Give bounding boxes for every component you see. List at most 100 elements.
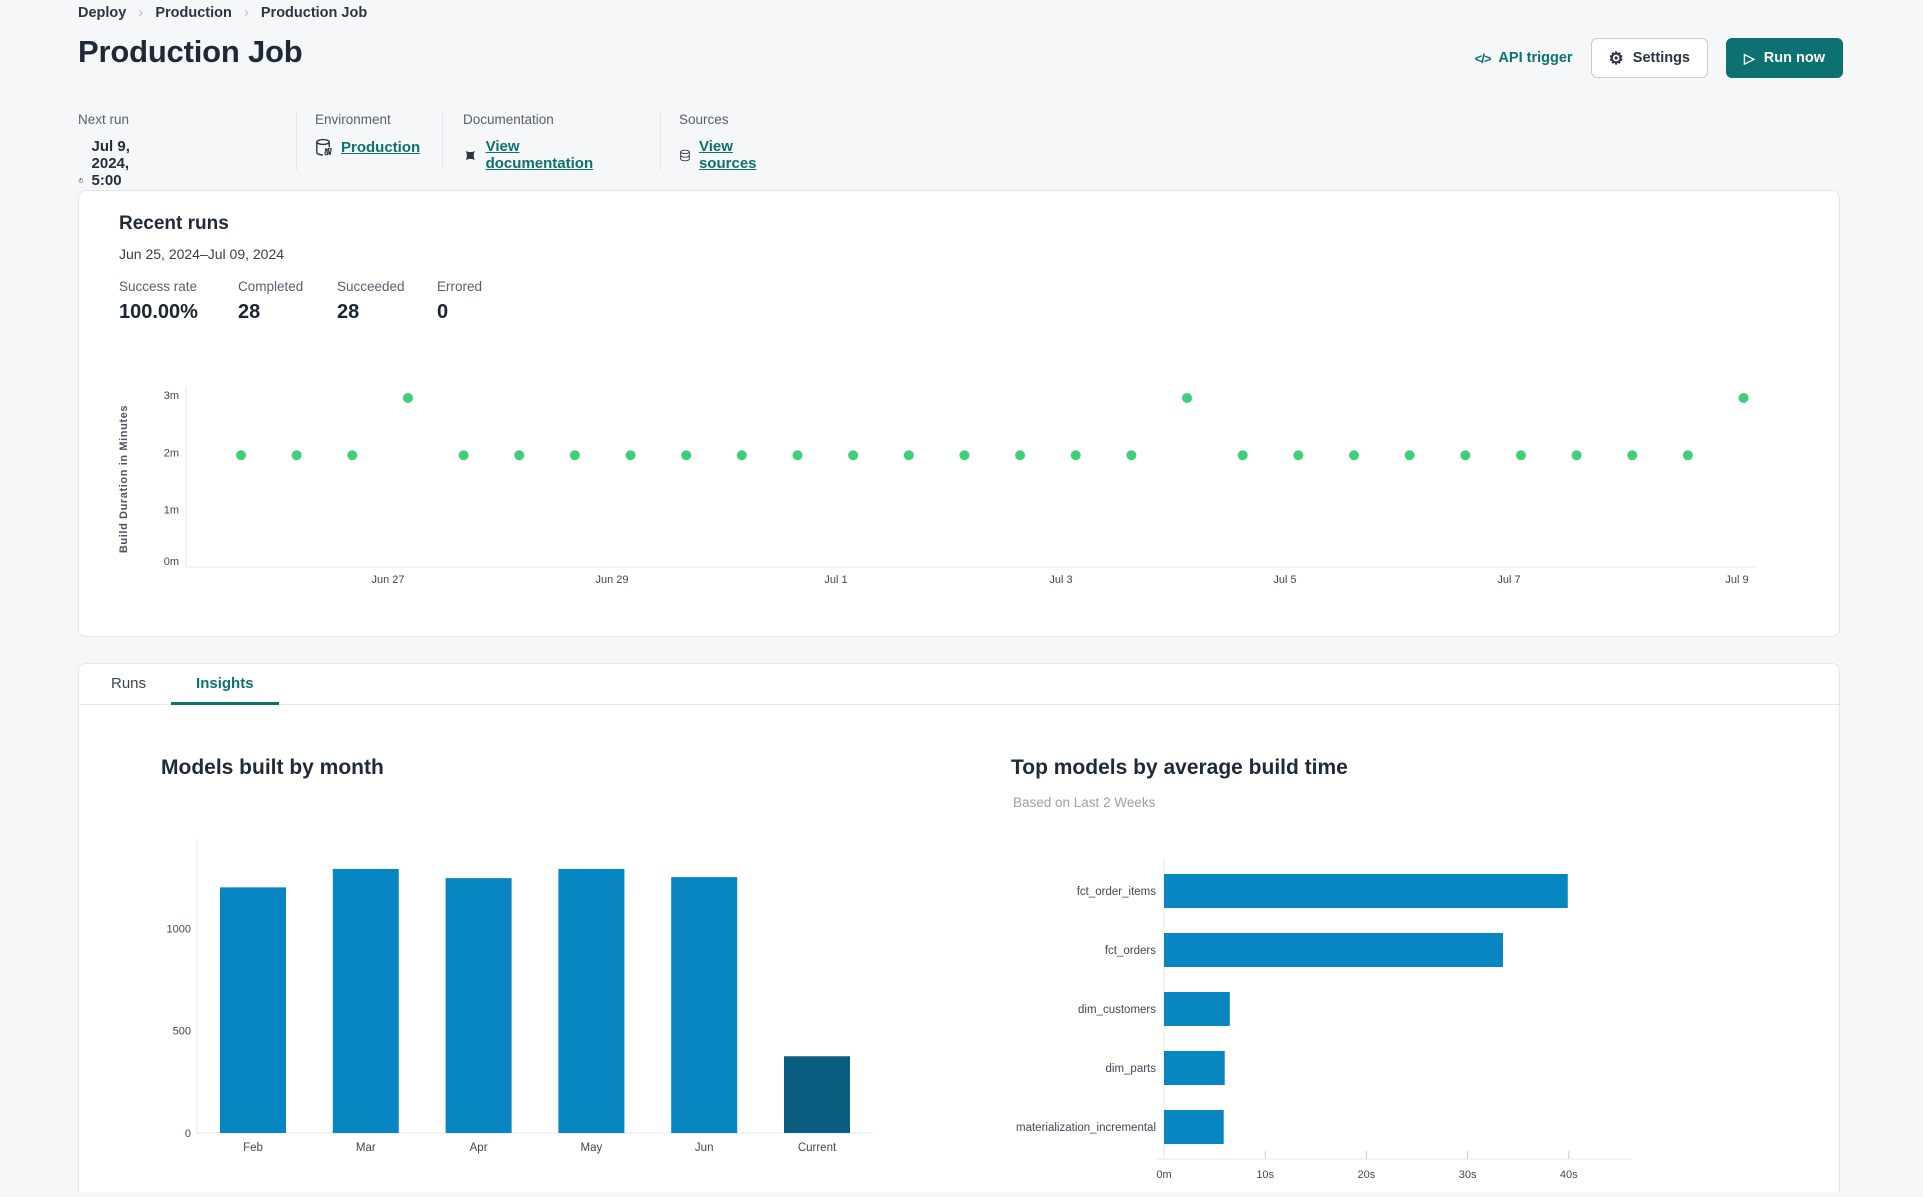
tab-runs[interactable]: Runs (111, 674, 147, 692)
recent-runs-card: Recent runs Jun 25, 2024–Jul 09, 2024 Su… (78, 190, 1840, 637)
environment-block: Environment Production (315, 112, 420, 157)
tab-insights[interactable]: Insights (171, 664, 279, 705)
run-point[interactable] (1571, 450, 1582, 461)
model-bar[interactable] (1164, 1110, 1224, 1144)
divider (296, 112, 297, 170)
x-tick-label: Current (798, 1142, 837, 1154)
model-label: dim_parts (1106, 1063, 1157, 1075)
stat-label: Completed (238, 279, 304, 294)
dbt-logo-icon (465, 150, 475, 160)
y-tick-label: 500 (173, 1026, 191, 1038)
model-bar[interactable] (1164, 992, 1230, 1026)
x-tick-label: Jun (695, 1142, 714, 1154)
run-point[interactable] (959, 450, 970, 461)
stat-label: Success rate (119, 279, 198, 294)
page-title: Production Job (78, 34, 303, 69)
run-now-button[interactable]: ▷ Run now (1726, 38, 1843, 78)
x-tick-label: Mar (356, 1142, 376, 1154)
top-models-title: Top models by average build time (1011, 756, 1348, 779)
run-point[interactable] (1182, 392, 1193, 403)
models-by-month-title: Models built by month (161, 756, 384, 779)
run-point[interactable] (625, 450, 636, 461)
api-trigger-link[interactable]: </> API trigger (1474, 50, 1573, 66)
model-bar[interactable] (1164, 874, 1568, 908)
run-point[interactable] (291, 450, 302, 461)
x-tick-label: 0m (1156, 1169, 1171, 1181)
breadcrumb-deploy[interactable]: Deploy (78, 4, 127, 21)
y-axis-title: Build Duration in Minutes (118, 405, 130, 553)
run-point[interactable] (458, 450, 469, 461)
play-icon: ▷ (1744, 50, 1755, 66)
clock-icon (78, 177, 83, 183)
month-bar[interactable] (558, 868, 625, 1133)
sources-label: Sources (679, 112, 729, 127)
model-bar[interactable] (1164, 1051, 1225, 1085)
y-tick-label: 1m (164, 505, 179, 517)
run-point[interactable] (1349, 450, 1359, 461)
x-tick-label: 40s (1560, 1169, 1578, 1181)
month-bar[interactable] (784, 1056, 850, 1133)
x-tick-label: 10s (1256, 1169, 1274, 1181)
month-bar[interactable] (332, 868, 399, 1133)
run-point[interactable] (1738, 392, 1749, 403)
divider (442, 112, 443, 170)
model-label: dim_customers (1078, 1004, 1156, 1016)
run-point[interactable] (1293, 450, 1304, 461)
y-tick-label: 0m (164, 556, 179, 568)
run-point[interactable] (1404, 450, 1415, 461)
run-point[interactable] (1237, 450, 1248, 461)
run-point[interactable] (1070, 450, 1081, 461)
run-point[interactable] (1126, 450, 1137, 461)
model-bar[interactable] (1164, 933, 1504, 967)
sources-database-icon (680, 149, 690, 161)
run-point[interactable] (514, 450, 525, 461)
chevron-right-icon: › (138, 4, 144, 21)
run-point[interactable] (792, 450, 803, 461)
run-point[interactable] (1515, 450, 1526, 461)
run-point[interactable] (848, 450, 859, 461)
run-point[interactable] (347, 450, 358, 461)
model-label: fct_orders (1105, 945, 1156, 957)
succeeded-value: 28 (337, 301, 360, 323)
run-point[interactable] (736, 450, 747, 461)
insights-card: Runs Insights Models built by month 0 500… (78, 663, 1840, 1192)
view-documentation-link[interactable]: View documentation (485, 138, 594, 172)
completed-value: 28 (238, 301, 261, 323)
top-models-chart: 0m 10s 20s 30s 40s fct_order_items fct_ordersd… (1016, 859, 1631, 1181)
view-sources-link[interactable]: View sources (698, 138, 757, 172)
run-point[interactable] (1015, 450, 1026, 461)
model-label: fct_order_items (1077, 886, 1157, 898)
month-bar[interactable] (445, 878, 512, 1133)
run-point[interactable] (681, 450, 692, 461)
breadcrumb-current: Production Job (260, 4, 368, 21)
month-bar[interactable] (671, 877, 738, 1133)
chevron-right-icon: › (243, 4, 249, 21)
run-point[interactable] (1682, 450, 1693, 461)
x-tick-label: Jul 3 (1049, 574, 1072, 586)
model-label: materialization_incremental (1016, 1122, 1156, 1134)
header-actions: </> API trigger ⚙ Settings ▷ Run now (1475, 38, 1843, 78)
documentation-block: Documentation View documentation (463, 112, 597, 172)
x-tick-label: Feb (243, 1142, 263, 1154)
run-point[interactable] (1460, 450, 1471, 461)
breadcrumb: Deploy › Production › Production Job (78, 4, 367, 21)
documentation-label: Documentation (463, 112, 554, 127)
code-icon: </> (1474, 50, 1492, 66)
month-bar[interactable] (220, 887, 286, 1133)
settings-button[interactable]: ⚙ Settings (1590, 38, 1708, 78)
tab-bar: Runs Insights (79, 664, 1839, 705)
x-tick-label: Jul 5 (1273, 574, 1296, 586)
run-point[interactable] (236, 450, 246, 461)
breadcrumb-production[interactable]: Production (155, 4, 232, 21)
run-point[interactable] (903, 450, 914, 461)
recent-runs-stats: Success rate 100.00% Completed 28 Succee… (119, 279, 482, 324)
x-tick-label: 30s (1459, 1169, 1477, 1181)
next-run-label: Next run (78, 112, 130, 127)
x-tick-label: Jun 27 (371, 574, 404, 586)
run-point[interactable] (569, 450, 580, 461)
run-point[interactable] (402, 392, 413, 403)
environment-link[interactable]: Production (341, 139, 421, 156)
x-tick-label: May (581, 1142, 603, 1154)
run-point[interactable] (1627, 450, 1638, 461)
success-rate-value: 100.00% (119, 301, 198, 323)
